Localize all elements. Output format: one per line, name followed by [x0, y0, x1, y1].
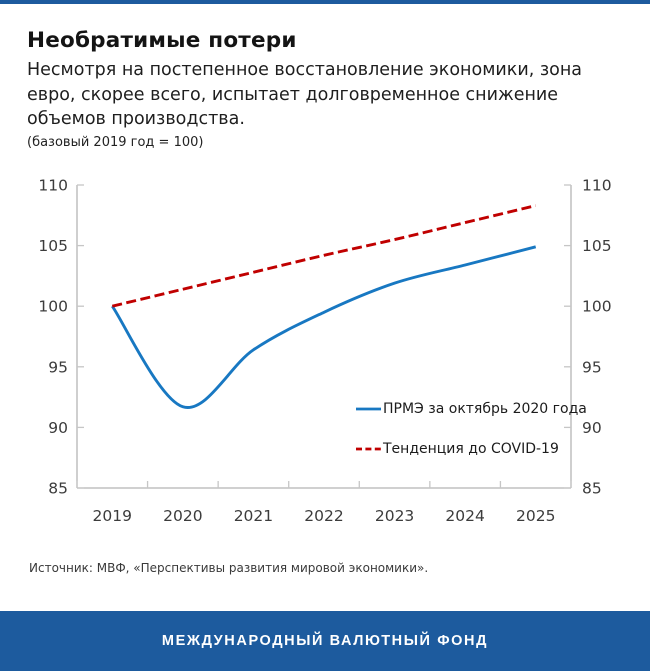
chart-legend: ПРМЭ за октябрь 2020 года Тенденция до C… [356, 400, 606, 480]
svg-text:85: 85 [582, 480, 602, 498]
source-note: Источник: МВФ, «Перспективы развития мир… [29, 561, 429, 575]
legend-label-weo: ПРМЭ за октябрь 2020 года [383, 401, 587, 417]
base-year-note: (базовый 2019 год = 100) [27, 134, 204, 150]
page-title: Необратимые потери [27, 28, 297, 53]
svg-text:95: 95 [582, 358, 602, 376]
imf-footer-bar: МЕЖДУНАРОДНЫЙ ВАЛЮТНЫЙ ФОНД [0, 611, 650, 671]
svg-text:100: 100 [582, 298, 612, 316]
svg-text:105: 105 [38, 237, 68, 255]
line-chart-plot: 110 110 105 105 100 100 95 95 90 90 85 85 2019 2020 20… [38, 177, 612, 526]
svg-text:95: 95 [48, 358, 68, 376]
svg-text:2021: 2021 [234, 507, 273, 525]
subtitle-line: евро, скорее всего, испытает долговремен… [27, 84, 559, 105]
svg-text:100: 100 [38, 298, 68, 316]
red-dashed-line-swatch [356, 446, 381, 452]
svg-text:2023: 2023 [375, 507, 414, 525]
svg-text:90: 90 [48, 419, 68, 437]
imf-wordmark: МЕЖДУНАРОДНЫЙ ВАЛЮТНЫЙ ФОНД [161, 633, 489, 649]
subtitle-line: объемов производства. [27, 109, 245, 129]
svg-text:110: 110 [38, 177, 68, 195]
blue-solid-line-swatch [356, 406, 381, 412]
top-accent-bar [0, 0, 650, 4]
chart-subtitle: Несмотря на постепенное восстановление э… [27, 58, 627, 132]
legend-label-trend: Тенденция до COVID-19 [383, 441, 559, 457]
legend-item-weo: ПРМЭ за октябрь 2020 года [356, 400, 606, 418]
svg-text:2024: 2024 [445, 507, 484, 525]
chart-header: Необратимые потери Несмотря на постепенн… [27, 28, 627, 150]
svg-text:90: 90 [582, 419, 602, 437]
subtitle-line: Несмотря на постепенное восстановление э… [27, 60, 583, 80]
svg-text:2020: 2020 [163, 507, 202, 525]
svg-text:2022: 2022 [304, 507, 343, 525]
svg-text:85: 85 [48, 480, 68, 498]
svg-text:105: 105 [582, 237, 612, 255]
legend-item-trend: Тенденция до COVID-19 [356, 440, 606, 458]
svg-text:2019: 2019 [93, 507, 132, 525]
svg-text:2025: 2025 [516, 507, 555, 525]
svg-text:110: 110 [582, 177, 612, 195]
